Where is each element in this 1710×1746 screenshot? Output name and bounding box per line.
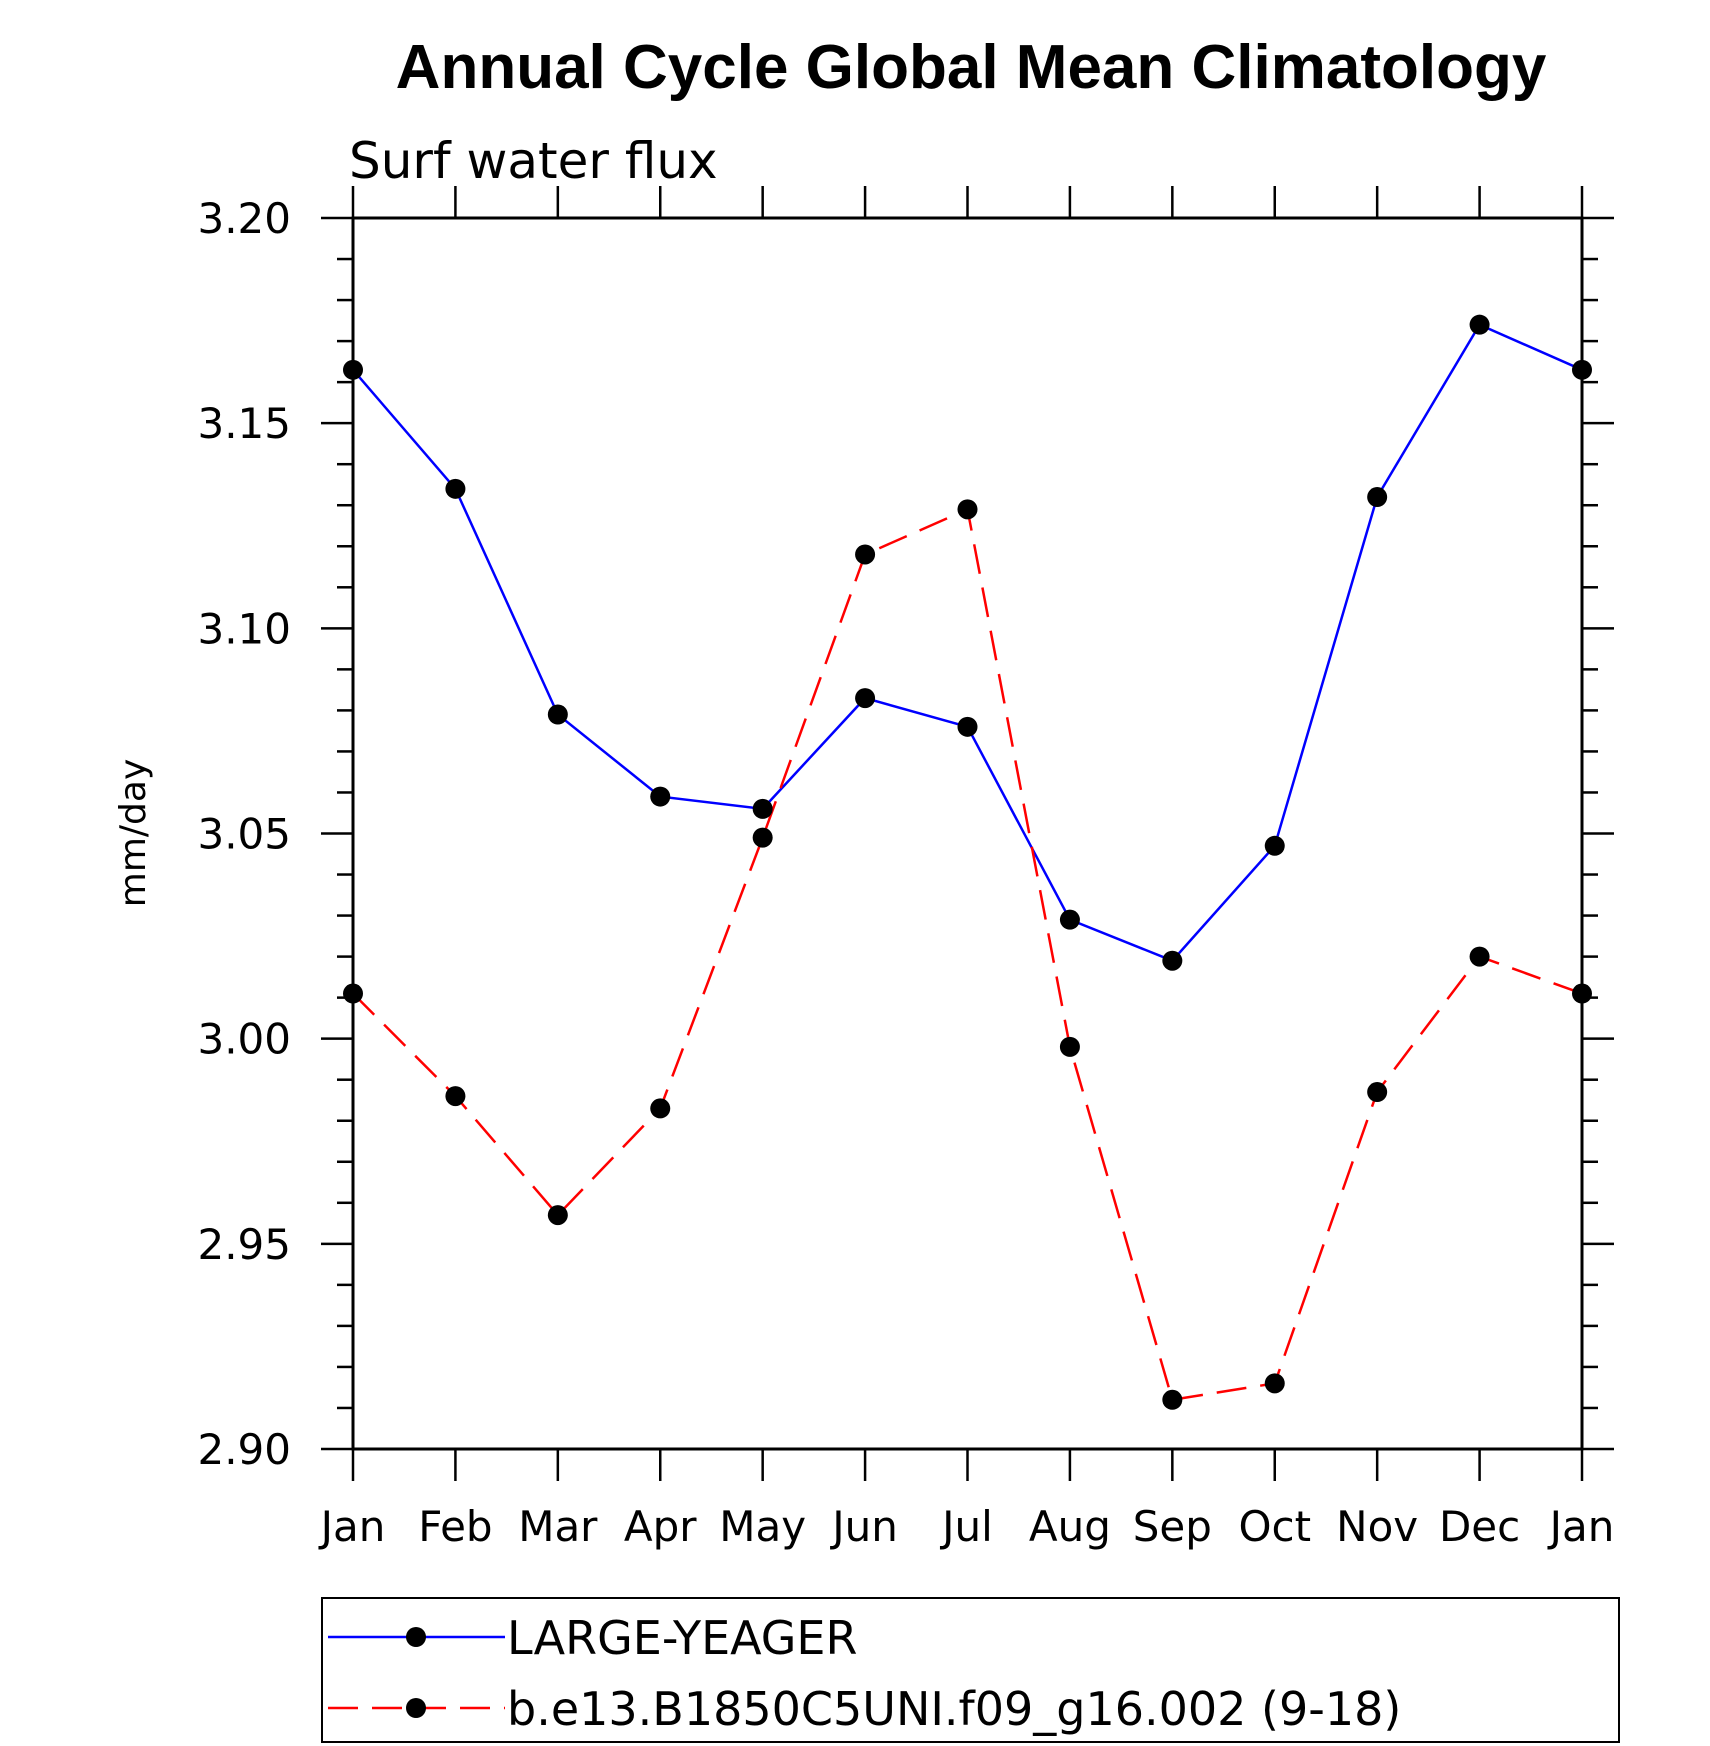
y-tick-label: 3.10: [197, 604, 291, 653]
y-tick-label: 3.05: [197, 810, 291, 859]
series-line-2: [352, 507, 1583, 1402]
series-1-point: [1572, 359, 1592, 380]
y-axis-label: mm/day: [113, 759, 154, 907]
series-2-point: [1162, 1389, 1183, 1410]
series-1-point: [650, 786, 671, 807]
series-1-point: [547, 704, 568, 725]
series-1-point: [1162, 950, 1183, 971]
y-tick-label: 2.95: [197, 1220, 291, 1269]
series-2-point: [445, 1086, 466, 1107]
x-tick-label: Apr: [624, 1502, 697, 1551]
x-tick-label: Mar: [518, 1502, 598, 1551]
series-2-point: [1469, 946, 1490, 967]
axes: 2.90 2.95 3.00 3.05 3.10 3.15 3.20 Jan Feb Mar Apr…: [197, 186, 1614, 1551]
series-1-point: [752, 798, 773, 819]
legend-marker-1: [406, 1627, 426, 1647]
x-tick-label: Sep: [1133, 1502, 1212, 1551]
series-2-point: [547, 1205, 568, 1226]
series-2-point: [855, 544, 876, 565]
series-1-point: [855, 688, 876, 709]
x-tick-label: Nov: [1336, 1502, 1418, 1551]
series-2-point: [343, 983, 363, 1004]
series-1-point: [1367, 487, 1388, 508]
series-1-point: [1059, 909, 1080, 930]
series-1-point: [1264, 835, 1285, 856]
series-2-point: [650, 1098, 671, 1119]
y-tick-label: 2.90: [197, 1425, 291, 1474]
series-1-point: [1469, 314, 1490, 335]
series-1-point: [343, 359, 363, 380]
x-tick-label: Jan: [318, 1502, 386, 1551]
chart-subtitle: Surf water flux: [349, 132, 718, 190]
series-layer: [343, 314, 1592, 1410]
x-tick-label: Jan: [1547, 1502, 1615, 1551]
series-2-point: [752, 827, 773, 848]
x-tick-label: Jul: [939, 1502, 993, 1551]
legend-label-2: b.e13.B1850C5UNI.f09_g16.002 (9-18): [507, 1682, 1401, 1736]
series-2-point: [1572, 983, 1592, 1004]
y-tick-label: 3.15: [197, 399, 291, 448]
x-tick-label: Oct: [1238, 1502, 1311, 1551]
series-1-point: [445, 478, 466, 499]
legend-label-1: LARGE-YEAGER: [507, 1611, 857, 1665]
legend-marker-2: [406, 1698, 426, 1718]
series-line-1: [352, 323, 1583, 963]
x-tick-label: Dec: [1439, 1502, 1520, 1551]
legend: LARGE-YEAGER b.e13.B1850C5UNI.f09_g16.002…: [321, 1597, 1620, 1743]
series-2-point: [957, 499, 978, 520]
series-1-point: [957, 716, 978, 737]
plot-frame: [351, 216, 1584, 1451]
legend-box: [321, 1597, 1620, 1743]
y-tick-label: 3.20: [197, 194, 291, 243]
y-tick-label: 3.00: [197, 1015, 291, 1064]
x-tick-label: Aug: [1029, 1502, 1111, 1551]
series-2-point: [1059, 1036, 1080, 1057]
chart-title: Annual Cycle Global Mean Climatology: [396, 33, 1547, 102]
series-2-point: [1367, 1082, 1388, 1103]
x-tick-label: Jun: [829, 1502, 898, 1551]
x-tick-label: Feb: [418, 1502, 492, 1551]
x-tick-label: May: [719, 1502, 806, 1551]
series-2-point: [1264, 1373, 1285, 1394]
